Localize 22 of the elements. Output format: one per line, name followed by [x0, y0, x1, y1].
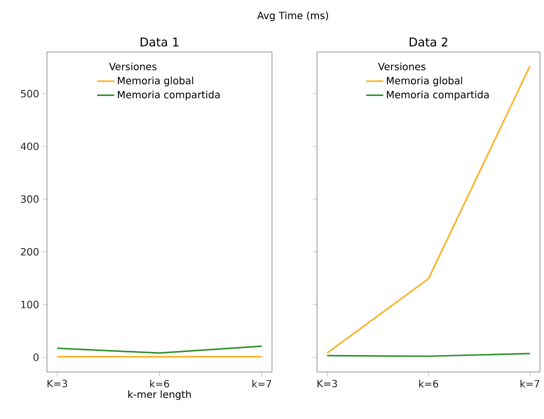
legend-label: Memoria global [386, 76, 462, 86]
legend-label: Memoria compartida [386, 90, 489, 100]
x-tick-label: k=6 [419, 380, 438, 388]
y-tick-label: 500 [20, 90, 39, 98]
x-axis-title: k-mer length [128, 390, 191, 400]
x-tick-label: K=3 [48, 380, 68, 388]
text: Avg Time (ms) [257, 12, 328, 22]
x-tick-label: k=7 [252, 380, 272, 388]
chart-title: Data 1 [140, 38, 178, 47]
y-tick-label: 300 [20, 195, 39, 203]
y-tick-label: 400 [20, 142, 39, 150]
x-tick-label: k=6 [150, 380, 170, 388]
chart-title: Data 2 [410, 37, 448, 47]
x-tick-label: K=3 [318, 380, 337, 388]
y-tick-label: 0 [34, 353, 39, 362]
x-tick-label: k=7 [520, 380, 540, 388]
y-tick-label: 100 [21, 300, 39, 308]
legend-label: Memoria global [118, 76, 194, 86]
legend-label: Memoria compartida [118, 90, 220, 100]
legend-title: Versiones [109, 62, 156, 70]
y-tick-label: 200 [20, 248, 39, 256]
legend-title: Versiones [378, 62, 426, 70]
